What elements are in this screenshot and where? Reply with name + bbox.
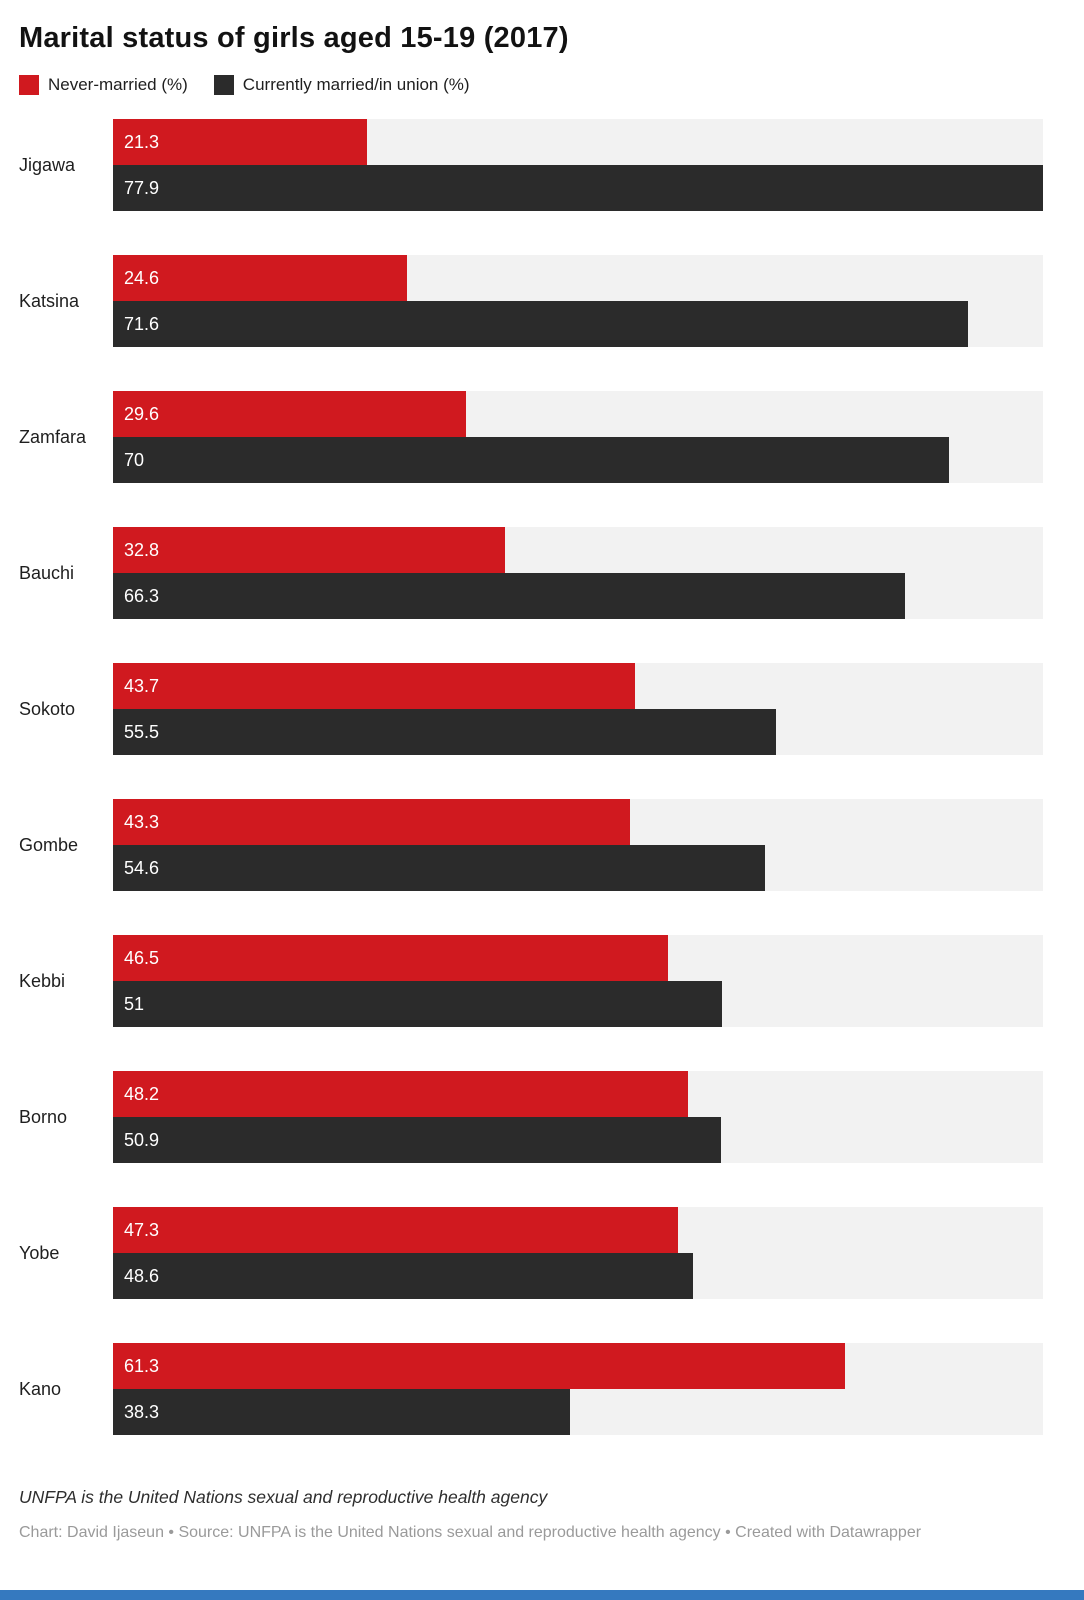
category-label: Bauchi bbox=[19, 562, 75, 583]
bar-group: 43.3 54.6 bbox=[113, 799, 1043, 891]
bar-value-label: 51 bbox=[124, 993, 145, 1014]
bar-value-label: 21.3 bbox=[124, 131, 160, 152]
footer-note: UNFPA is the United Nations sexual and r… bbox=[19, 1487, 548, 1507]
chart-row: Katsina 24.6 71.6 bbox=[19, 255, 1043, 347]
bar-currently-married: 48.6 bbox=[113, 1253, 694, 1299]
chart-row: Kebbi 46.5 51 bbox=[19, 935, 1043, 1027]
bar-currently-married: 71.6 bbox=[113, 301, 968, 347]
bar-currently-married: 50.9 bbox=[113, 1117, 721, 1163]
bottom-accent-bar bbox=[0, 1590, 1084, 1600]
category-label: Gombe bbox=[19, 834, 79, 855]
bar-never-married: 43.3 bbox=[113, 799, 630, 845]
bar-value-label: 77.9 bbox=[124, 177, 160, 198]
bar-value-label: 46.5 bbox=[124, 947, 160, 968]
footer-credit: Chart: David Ijaseun • Source: UNFPA is … bbox=[19, 1524, 922, 1541]
bar-value-label: 38.3 bbox=[124, 1401, 160, 1422]
bar-never-married: 46.5 bbox=[113, 935, 669, 981]
category-label: Katsina bbox=[19, 290, 80, 311]
bar-currently-married: 70 bbox=[113, 437, 949, 483]
bar-value-label: 48.2 bbox=[124, 1083, 160, 1104]
bar-currently-married: 51 bbox=[113, 981, 722, 1027]
bar-value-label: 43.7 bbox=[124, 675, 160, 696]
category-label: Kebbi bbox=[19, 970, 66, 991]
bar-value-label: 61.3 bbox=[124, 1355, 160, 1376]
bar-currently-married: 55.5 bbox=[113, 709, 776, 755]
bar-value-label: 29.6 bbox=[124, 403, 160, 424]
bar-value-label: 24.6 bbox=[124, 267, 160, 288]
bar-value-label: 48.6 bbox=[124, 1265, 160, 1286]
bar-value-label: 43.3 bbox=[124, 811, 160, 832]
bar-value-label: 47.3 bbox=[124, 1219, 160, 1240]
bar-currently-married: 66.3 bbox=[113, 573, 905, 619]
bar-group: 43.7 55.5 bbox=[113, 663, 1043, 755]
chart-row: Zamfara 29.6 70 bbox=[19, 391, 1043, 483]
chart-row: Kano 61.3 38.3 bbox=[19, 1343, 1043, 1435]
bar-never-married: 29.6 bbox=[113, 391, 467, 437]
legend: Never-married (%) Currently married/in u… bbox=[19, 75, 1043, 95]
bar-group: 21.3 77.9 bbox=[113, 119, 1043, 211]
legend-swatch-never-married bbox=[19, 75, 39, 95]
category-label: Yobe bbox=[19, 1242, 60, 1263]
bar-currently-married: 54.6 bbox=[113, 845, 765, 891]
bar-value-label: 71.6 bbox=[124, 313, 160, 334]
legend-item-never-married: Never-married (%) bbox=[19, 75, 188, 95]
legend-swatch-married bbox=[213, 75, 234, 95]
chart-row: Yobe 47.3 48.6 bbox=[19, 1207, 1043, 1299]
bar-never-married: 21.3 bbox=[113, 119, 368, 165]
bar-group: 47.3 48.6 bbox=[113, 1207, 1043, 1299]
legend-label-never-married: Never-married (%) bbox=[48, 75, 188, 94]
bar-never-married: 24.6 bbox=[113, 255, 407, 301]
bar-never-married: 61.3 bbox=[113, 1343, 845, 1389]
chart-row: Gombe 43.3 54.6 bbox=[19, 799, 1043, 891]
bar-never-married: 47.3 bbox=[113, 1207, 678, 1253]
bar-value-label: 54.6 bbox=[124, 857, 160, 878]
category-label: Kano bbox=[19, 1378, 62, 1399]
bar-value-label: 55.5 bbox=[124, 721, 160, 742]
bar-value-label: 66.3 bbox=[124, 585, 160, 606]
legend-label-married: Currently married/in union (%) bbox=[242, 75, 470, 94]
bar-group: 32.8 66.3 bbox=[113, 527, 1043, 619]
chart-row: Sokoto 43.7 55.5 bbox=[19, 663, 1043, 755]
category-label: Zamfara bbox=[19, 426, 87, 447]
chart-row: Jigawa 21.3 77.9 bbox=[19, 119, 1043, 211]
bar-group: 61.3 38.3 bbox=[113, 1343, 1043, 1435]
bar-group: 48.2 50.9 bbox=[113, 1071, 1043, 1163]
bar-group: 29.6 70 bbox=[113, 391, 1043, 483]
bar-never-married: 43.7 bbox=[113, 663, 635, 709]
bar-value-label: 50.9 bbox=[124, 1129, 160, 1150]
bar-never-married: 48.2 bbox=[113, 1071, 689, 1117]
chart-rows: Jigawa 21.3 77.9 Katsina 24.6 71.6 Zamfara 29.6… bbox=[19, 119, 1043, 1435]
bar-value-label: 70 bbox=[124, 449, 145, 470]
category-label: Sokoto bbox=[19, 698, 76, 719]
bar-value-label: 32.8 bbox=[124, 539, 160, 560]
bar-currently-married: 38.3 bbox=[113, 1389, 571, 1435]
category-label: Jigawa bbox=[19, 154, 76, 175]
chart-row: Borno 48.2 50.9 bbox=[19, 1071, 1043, 1163]
chart-footer: UNFPA is the United Nations sexual and r… bbox=[19, 1487, 1043, 1544]
category-label: Borno bbox=[19, 1106, 68, 1127]
chart-title: Marital status of girls aged 15-19 (2017… bbox=[19, 22, 569, 54]
legend-item-married: Currently married/in union (%) bbox=[213, 75, 470, 95]
bar-group: 46.5 51 bbox=[113, 935, 1043, 1027]
bar-never-married: 32.8 bbox=[113, 527, 505, 573]
bar-group: 24.6 71.6 bbox=[113, 255, 1043, 347]
chart-row: Bauchi 32.8 66.3 bbox=[19, 527, 1043, 619]
bar-currently-married: 77.9 bbox=[113, 165, 1043, 211]
